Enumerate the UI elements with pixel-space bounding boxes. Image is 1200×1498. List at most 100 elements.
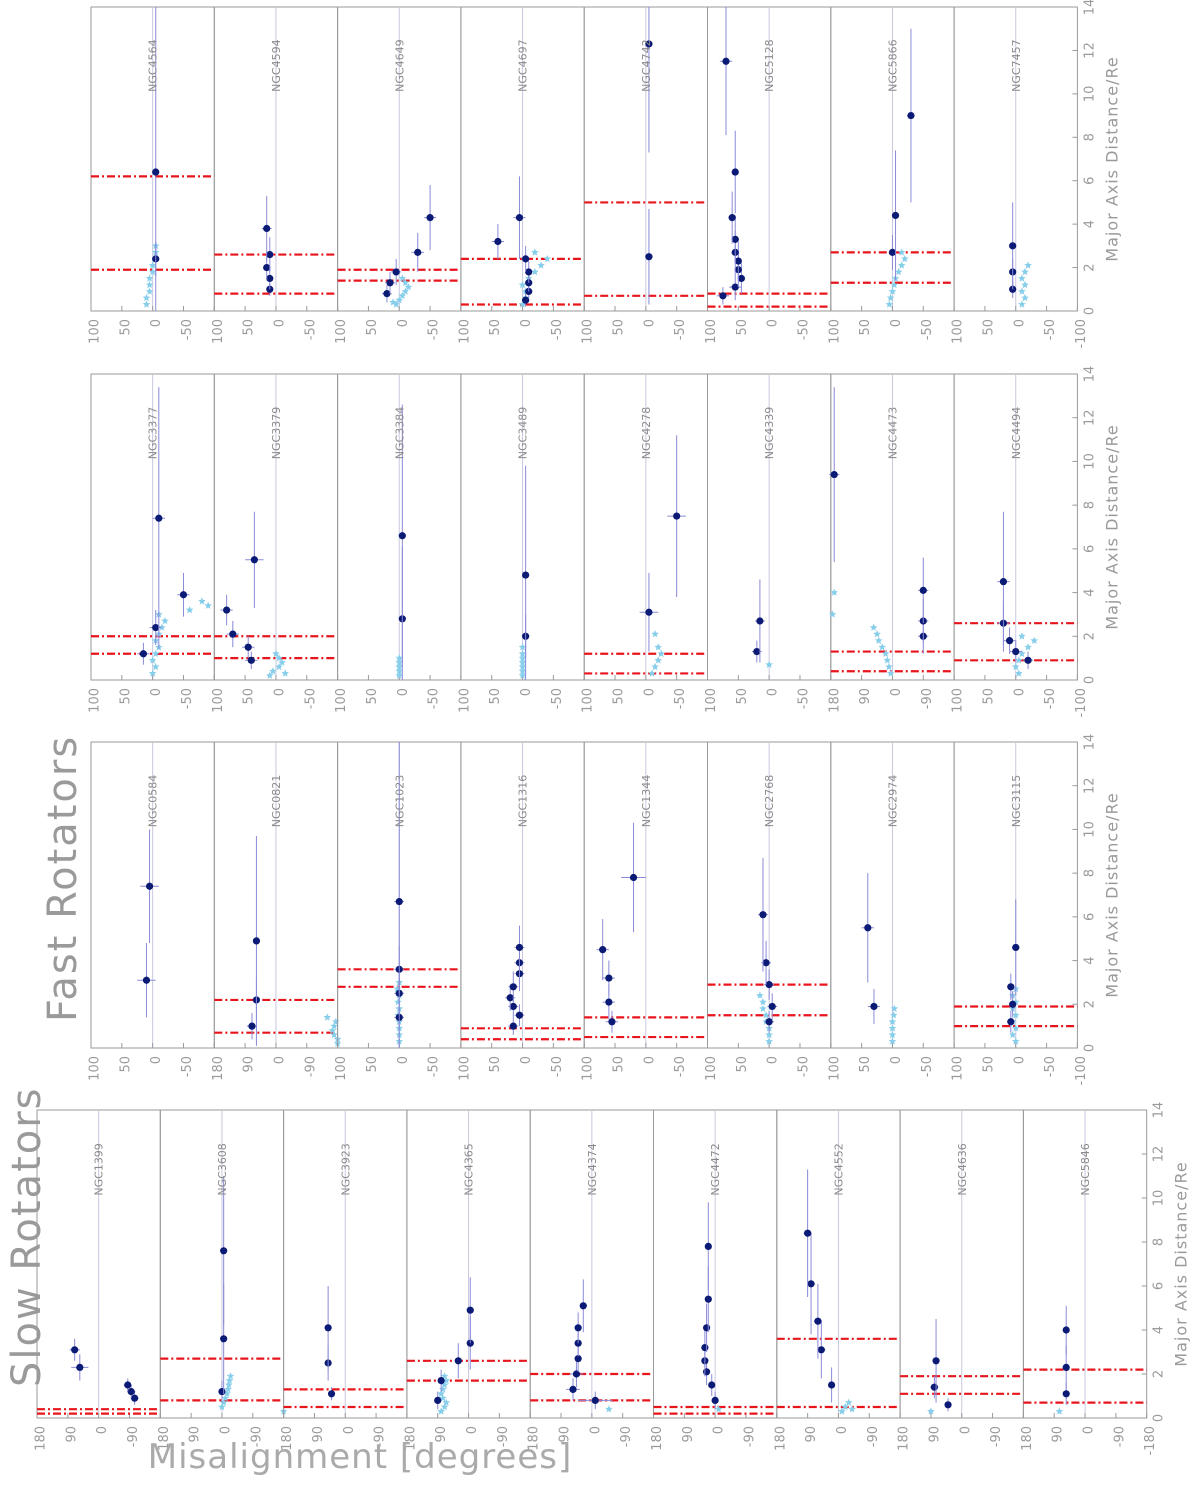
x-tick-label: -50: [427, 688, 442, 709]
x-tick-label: 100: [951, 319, 966, 344]
gc-data-point: [124, 1381, 132, 1389]
x-tick-label: 50: [365, 688, 380, 705]
gc-data-point: [817, 1346, 825, 1354]
x-tick-label: 100: [334, 1056, 349, 1081]
x-tick-label: 180: [403, 1426, 418, 1451]
x-tick-label: 50: [365, 319, 380, 336]
x-tick-label: 50: [858, 1056, 873, 1073]
stellar-kinematics-star: [148, 267, 157, 276]
panel-ngc5128: 100 50 0 -50 NGC5128: [704, 6, 832, 344]
x-tick-label: 100: [581, 1056, 596, 1081]
stellar-kinematics-star: [881, 649, 890, 657]
stellar-kinematics-star: [927, 1407, 935, 1415]
stellar-kinematics-star: [518, 658, 527, 666]
gc-data-point: [1062, 1390, 1070, 1398]
x-tick-label: -50: [796, 319, 811, 340]
stellar-kinematics-star: [332, 1017, 340, 1025]
galaxy-name: NGC4374: [586, 1143, 599, 1195]
stellar-kinematics-star: [883, 656, 892, 664]
x-tick-label: 50: [118, 688, 133, 705]
galaxy-name: NGC3115: [1010, 775, 1023, 827]
stellar-kinematics-star: [848, 1405, 856, 1413]
gc-data-point: [266, 274, 274, 283]
stellar-kinematics-star: [841, 1403, 850, 1411]
galaxy-name: NGC4473: [886, 407, 899, 459]
gc-data-point: [731, 168, 739, 176]
stellar-kinematics-star: [223, 1389, 231, 1397]
stellar-kinematics-star: [830, 588, 838, 596]
panel-ngc0584: 100 50 0 -50 NGC0584: [88, 741, 215, 1081]
stellar-kinematics-star: [765, 1030, 773, 1039]
y-tick-label: 8: [1082, 133, 1097, 141]
galaxy-name: NGC7457: [1010, 39, 1023, 91]
galaxy-name: NGC1023: [393, 775, 406, 827]
gc-data-point: [574, 1355, 582, 1363]
gc-data-point: [930, 1383, 938, 1391]
y-tick-label: 10: [1082, 86, 1097, 103]
stellar-kinematics-star: [605, 1405, 613, 1413]
panel-ngc4742: 100 50 0 -50 NGC4742: [581, 6, 709, 344]
stellar-kinematics-star: [518, 643, 527, 651]
gc-data-point: [426, 214, 434, 222]
stellar-kinematics-star: [398, 274, 407, 282]
gc-data-point: [263, 224, 271, 233]
gc-data-point: [155, 514, 163, 522]
galaxy-name: NGC3379: [270, 407, 283, 459]
stellar-kinematics-star: [1018, 287, 1026, 295]
stellar-kinematics-star: [894, 267, 903, 276]
y-tick-label: 2: [1082, 1000, 1097, 1008]
gc-data-point: [608, 1018, 616, 1026]
y-tick-label: 6: [1082, 177, 1097, 185]
stellar-kinematics-star: [142, 294, 151, 302]
x-tick-label: 0: [396, 688, 411, 696]
x-tick-label: -90: [373, 1426, 388, 1447]
x-tick-label: 90: [1051, 1426, 1066, 1443]
gc-data-point: [437, 1377, 445, 1385]
x-tick-label: 0: [1012, 1056, 1027, 1064]
y-tick-label: 2: [1152, 1370, 1167, 1378]
y-tick-label: 14: [1082, 366, 1097, 383]
panel-ngc1316: 100 50 0 -50 NGC1316: [457, 741, 585, 1081]
x-tick-label: 100: [951, 1056, 966, 1081]
stellar-kinematics-star: [869, 623, 878, 631]
x-tick-label: 0: [835, 1426, 850, 1434]
x-tick-label: 0: [766, 319, 781, 327]
stellar-kinematics-star: [1015, 669, 1023, 677]
y-tick-label: 0: [1082, 676, 1097, 684]
x-tick-label: 90: [804, 1426, 819, 1443]
x-tick-label: 0: [889, 319, 904, 327]
y-tick-label: 4: [1082, 956, 1097, 964]
gc-data-point: [1007, 983, 1015, 991]
galaxy-name: NGC2974: [886, 775, 899, 827]
x-tick-label: -50: [796, 688, 811, 709]
x-tick-label: 180: [650, 1426, 665, 1451]
stellar-kinematics-star: [151, 662, 160, 671]
stellar-kinematics-star: [897, 261, 906, 269]
x-tick-label: 100: [951, 688, 966, 713]
stellar-kinematics-star: [765, 1037, 773, 1045]
gc-data-point: [220, 1247, 228, 1255]
x-tick-label: 0: [712, 1426, 727, 1434]
stellar-kinematics-star: [885, 662, 893, 671]
gc-data-point: [731, 283, 739, 291]
panel-ngc1023: 100 50 0 -50 NGC1023: [334, 741, 462, 1081]
title-fast-rotators: Fast Rotators: [40, 735, 86, 1022]
gc-data-point: [1009, 1000, 1017, 1008]
stellar-kinematics-star: [518, 654, 527, 662]
stellar-kinematics-star: [543, 254, 551, 263]
x-tick-label: -90: [126, 1426, 141, 1447]
gc-data-point: [645, 40, 653, 48]
gc-data-point: [509, 983, 517, 991]
stellar-kinematics-star: [874, 636, 883, 644]
y-tick-label: 6: [1152, 1282, 1167, 1290]
panel-ngc7457: 100 50 0 -50 -100 NGC7457: [951, 6, 1089, 349]
panel-ngc1344: 100 50 0 -50 NGC1344: [581, 741, 709, 1081]
x-tick-label: 0: [272, 319, 287, 327]
stellar-kinematics-star: [1018, 300, 1026, 308]
stellar-kinematics-star: [269, 667, 277, 675]
gc-data-point: [807, 1280, 815, 1288]
panel-ngc3379: 100 50 0 -50 NGC3379: [211, 373, 339, 713]
panel-ngc3923: 180 90 0 -90 NGC3923: [280, 1109, 408, 1451]
gc-data-point: [645, 253, 653, 261]
